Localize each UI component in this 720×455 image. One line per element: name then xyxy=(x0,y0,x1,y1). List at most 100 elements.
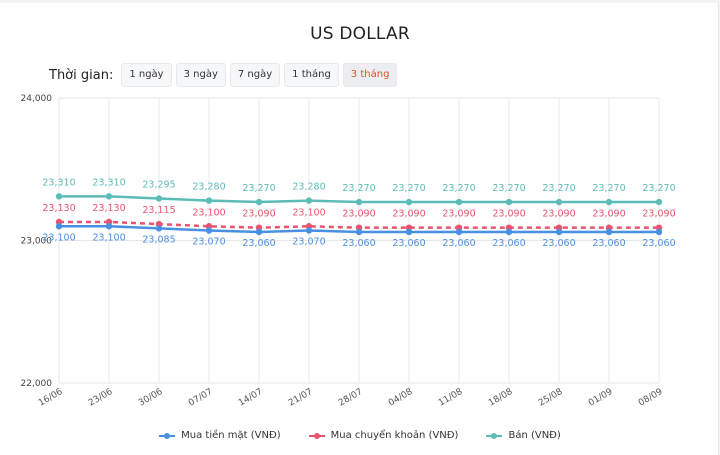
x-tick-label: 14/07 xyxy=(237,387,264,409)
legend-marker-icon xyxy=(308,432,325,439)
data-point xyxy=(655,228,663,236)
legend-label: Mua chuyển khoản (VNĐ) xyxy=(330,430,459,441)
data-label: 23,280 xyxy=(192,182,225,193)
data-label: 23,090 xyxy=(492,209,525,220)
legend-marker-icon xyxy=(159,432,176,439)
data-label: 23,270 xyxy=(342,183,375,194)
legend-item-transfer-buy[interactable]: Mua chuyển khoản (VNĐ) xyxy=(308,430,459,441)
data-label: 23,100 xyxy=(192,207,225,218)
filter-7-days-button[interactable]: 7 ngày xyxy=(229,63,281,87)
data-label: 23,270 xyxy=(242,183,275,194)
data-label: 23,310 xyxy=(92,177,125,188)
data-label: 23,060 xyxy=(242,238,275,249)
data-label: 23,070 xyxy=(192,237,225,248)
line-chart: 22,000 23,000 24,000 16/06 23/06 30/06 07/07 14… xyxy=(21,94,676,409)
data-label: 23,270 xyxy=(392,183,425,194)
data-label: 23,090 xyxy=(542,209,575,220)
data-label: 23,090 xyxy=(442,209,475,220)
data-point xyxy=(505,198,513,206)
filter-1-day-button[interactable]: 1 ngày xyxy=(121,63,172,87)
x-tick-label: 28/07 xyxy=(337,387,364,409)
data-point xyxy=(205,227,213,234)
data-label: 23,090 xyxy=(342,209,375,220)
x-tick-label: 04/08 xyxy=(387,387,415,409)
chart-legend: Mua tiền mặt (VNĐ) Mua chuyển khoản (VNĐ… xyxy=(0,430,720,441)
data-point xyxy=(305,197,313,204)
legend-marker-icon xyxy=(486,432,503,439)
filter-3-days-button[interactable]: 3 ngày xyxy=(175,63,226,87)
data-point xyxy=(155,195,163,202)
data-point xyxy=(555,228,563,236)
data-point xyxy=(305,227,313,234)
data-label: 23,270 xyxy=(592,183,625,194)
data-point xyxy=(605,228,613,236)
chart-card: US DOLLAR Thời gian: 1 ngày 3 ngày 7 ngà… xyxy=(0,3,719,455)
data-label: 23,270 xyxy=(442,183,475,194)
data-label: 23,060 xyxy=(442,238,475,249)
data-label: 23,060 xyxy=(342,238,375,249)
data-point xyxy=(455,228,463,236)
data-label: 23,280 xyxy=(292,182,325,193)
data-label: 23,270 xyxy=(542,183,575,194)
x-tick-label: 18/08 xyxy=(487,387,515,409)
data-point xyxy=(55,193,63,200)
data-point xyxy=(105,223,113,230)
data-label: 23,060 xyxy=(642,238,675,249)
legend-item-sell[interactable]: Bán (VNĐ) xyxy=(486,430,561,441)
data-label: 23,130 xyxy=(92,203,125,214)
data-point xyxy=(455,198,463,206)
data-label: 23,090 xyxy=(642,209,675,220)
y-tick-label: 23,000 xyxy=(21,237,53,247)
data-label: 23,060 xyxy=(492,238,525,249)
x-tick-label: 11/08 xyxy=(437,387,465,409)
time-filter-bar: Thời gian: 1 ngày 3 ngày 7 ngày 1 tháng … xyxy=(49,63,401,87)
data-label: 23,070 xyxy=(292,237,325,248)
legend-label: Mua tiền mặt (VNĐ) xyxy=(181,430,281,441)
data-point xyxy=(55,223,63,230)
filter-1-month-button[interactable]: 1 tháng xyxy=(284,63,339,87)
x-tick-label: 25/08 xyxy=(537,387,565,409)
x-tick-label: 16/06 xyxy=(37,387,65,409)
data-point xyxy=(255,228,263,236)
data-label: 23,090 xyxy=(242,209,275,220)
data-label: 23,100 xyxy=(292,207,325,218)
y-tick-label: 22,000 xyxy=(21,379,53,389)
data-label: 23,130 xyxy=(42,203,75,214)
data-point xyxy=(555,198,563,206)
legend-item-cash-buy[interactable]: Mua tiền mặt (VNĐ) xyxy=(159,430,281,441)
x-tick-label: 01/09 xyxy=(587,387,615,409)
x-tick-label: 07/07 xyxy=(187,387,214,409)
legend-label: Bán (VNĐ) xyxy=(508,430,561,441)
data-point xyxy=(355,228,363,236)
data-label: 23,310 xyxy=(42,177,75,188)
x-tick-label: 08/09 xyxy=(637,387,665,409)
data-point xyxy=(655,198,663,206)
data-label: 23,060 xyxy=(592,238,625,249)
data-point xyxy=(405,228,413,236)
data-point xyxy=(405,198,413,206)
data-point xyxy=(105,193,113,200)
data-label: 23,270 xyxy=(492,183,525,194)
time-filter-label: Thời gian: xyxy=(49,67,114,83)
chart-title: US DOLLAR xyxy=(310,24,410,44)
y-tick-label: 24,000 xyxy=(21,94,53,104)
data-label: 23,115 xyxy=(142,205,175,216)
data-label: 23,295 xyxy=(142,179,175,190)
data-label: 23,060 xyxy=(542,238,575,249)
data-label: 23,100 xyxy=(42,232,75,243)
data-label: 23,100 xyxy=(92,232,125,243)
data-point xyxy=(505,228,513,236)
filter-3-months-button[interactable]: 3 tháng xyxy=(342,63,398,87)
data-label: 23,090 xyxy=(592,209,625,220)
data-point xyxy=(605,198,613,206)
x-tick-label: 21/07 xyxy=(287,387,314,409)
x-tick-label: 30/06 xyxy=(137,387,165,409)
data-label: 23,060 xyxy=(392,238,425,249)
data-label: 23,270 xyxy=(642,183,675,194)
data-point xyxy=(205,197,213,204)
data-label: 23,085 xyxy=(142,234,175,245)
data-label: 23,090 xyxy=(392,209,425,220)
x-tick-label: 23/06 xyxy=(87,387,115,409)
data-point xyxy=(155,225,163,232)
data-point xyxy=(355,198,363,206)
